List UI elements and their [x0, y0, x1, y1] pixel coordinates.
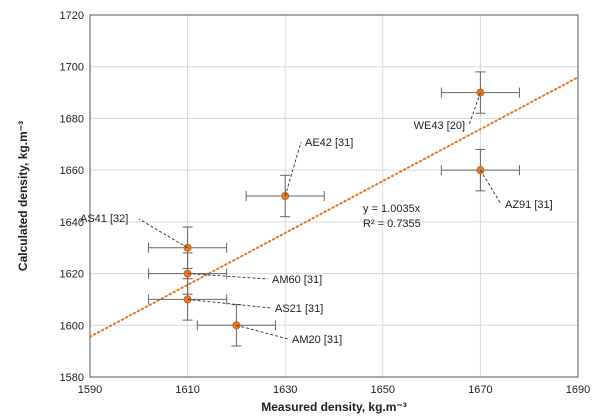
y-tick-label-1680: 1680 — [60, 113, 84, 125]
y-tick-label-1580: 1580 — [60, 372, 84, 384]
plot-area-border — [89, 14, 579, 378]
leader-line-3 — [236, 324, 289, 340]
x-tick-label-1670: 1670 — [468, 384, 492, 396]
y-tick-label-1640: 1640 — [60, 217, 84, 229]
data-label-4: AE42 [31] — [305, 137, 353, 149]
y-tick-label-1700: 1700 — [60, 62, 84, 74]
label-leader-lines — [138, 92, 502, 340]
x-tick-label-1630: 1630 — [273, 384, 297, 396]
error-bars — [148, 71, 520, 347]
y-axis-ticks: 1580 1600 1620 1640 1660 1680 1700 1720 — [60, 10, 84, 384]
data-label-3: AM20 [31] — [292, 334, 342, 346]
data-labels: AS41 [32] AM60 [31] AS21 [31] AM20 [31] AE42… — [80, 120, 553, 346]
x-tick-label-1650: 1650 — [371, 384, 395, 396]
x-tick-label-1690: 1690 — [566, 384, 590, 396]
data-label-6: AZ91 [31] — [505, 199, 553, 211]
x-axis-ticks: 1590 1610 1630 1650 1670 1690 — [78, 384, 590, 396]
leader-line-0 — [138, 218, 188, 249]
leader-line-4 — [284, 141, 302, 197]
leader-line-1 — [187, 273, 269, 280]
x-tick-label-1610: 1610 — [175, 384, 199, 396]
trendline-r-squared: R² = 0.7355 — [363, 218, 421, 230]
y-axis-title: Calculated density, kg.m⁻³ — [16, 121, 30, 271]
data-label-5: WE43 [20] — [414, 120, 465, 132]
x-tick-label-1590: 1590 — [78, 384, 102, 396]
data-label-1: AM60 [31] — [272, 274, 322, 286]
y-tick-label-1600: 1600 — [60, 320, 84, 332]
grid-lines — [89, 14, 579, 378]
trendline — [89, 76, 579, 338]
data-label-0: AS41 [32] — [80, 213, 128, 225]
leader-line-2 — [187, 298, 272, 309]
y-tick-label-1660: 1660 — [60, 165, 84, 177]
data-label-2: AS21 [31] — [275, 303, 323, 315]
x-axis-title: Measured density, kg.m⁻³ — [261, 400, 406, 414]
y-tick-label-1720: 1720 — [60, 10, 84, 22]
leader-line-5 — [468, 92, 481, 126]
leader-line-6 — [480, 169, 502, 205]
trendline-equation: y = 1.0035x — [363, 203, 421, 215]
y-tick-label-1620: 1620 — [60, 269, 84, 281]
